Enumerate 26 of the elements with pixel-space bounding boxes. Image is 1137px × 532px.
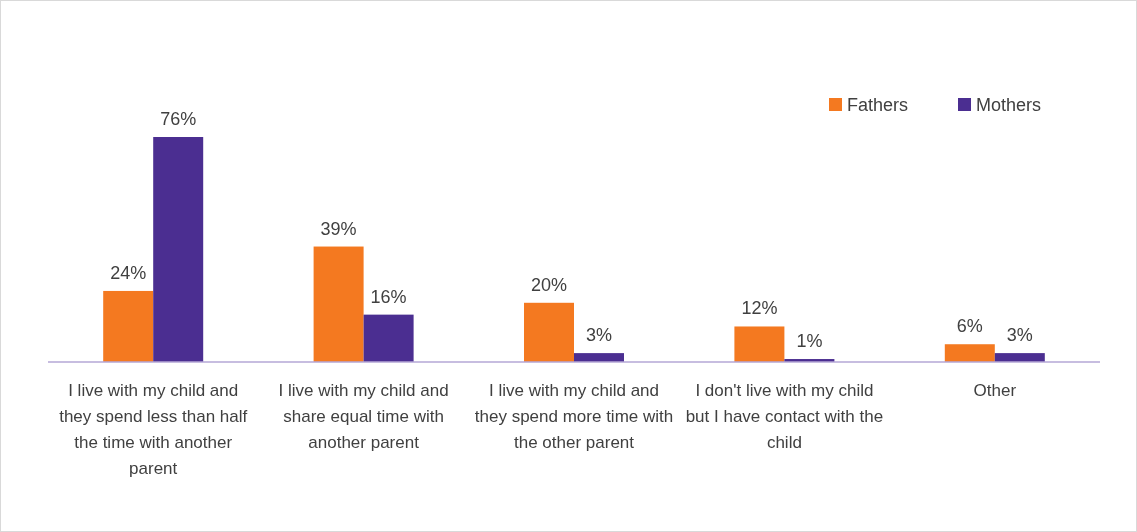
data-label: 16% [370, 286, 407, 307]
legend-label: Fathers [847, 95, 909, 115]
bar [944, 344, 995, 362]
bar [153, 137, 204, 362]
x-tick-label: I live with my child and they spend more time with the other parent [474, 381, 674, 452]
data-label: 76% [160, 109, 197, 129]
bar [734, 326, 785, 362]
data-label: 6% [956, 316, 983, 337]
data-label: 12% [741, 298, 778, 319]
data-label: 39% [320, 218, 357, 239]
bar [313, 246, 364, 362]
data-label: 3% [585, 325, 613, 346]
data-label: 3% [1006, 325, 1033, 346]
legend-label: Mothers [976, 95, 1042, 115]
bar [363, 314, 414, 362]
x-tick-label: I live with my child and they spend less than half the time with another parent [59, 381, 248, 478]
bar [103, 290, 154, 362]
data-label: 1% [796, 331, 823, 352]
bar [524, 302, 574, 362]
x-tick-label: Other [973, 381, 1017, 400]
data-label: 24% [110, 262, 147, 283]
bar [994, 353, 1045, 362]
x-tick-label: I live with my child and share equal time with another parent [278, 381, 449, 452]
x-tick-label: I don't live with my child but I have contact with the child [685, 381, 884, 452]
data-label: 20% [530, 274, 568, 295]
bar [574, 353, 624, 362]
